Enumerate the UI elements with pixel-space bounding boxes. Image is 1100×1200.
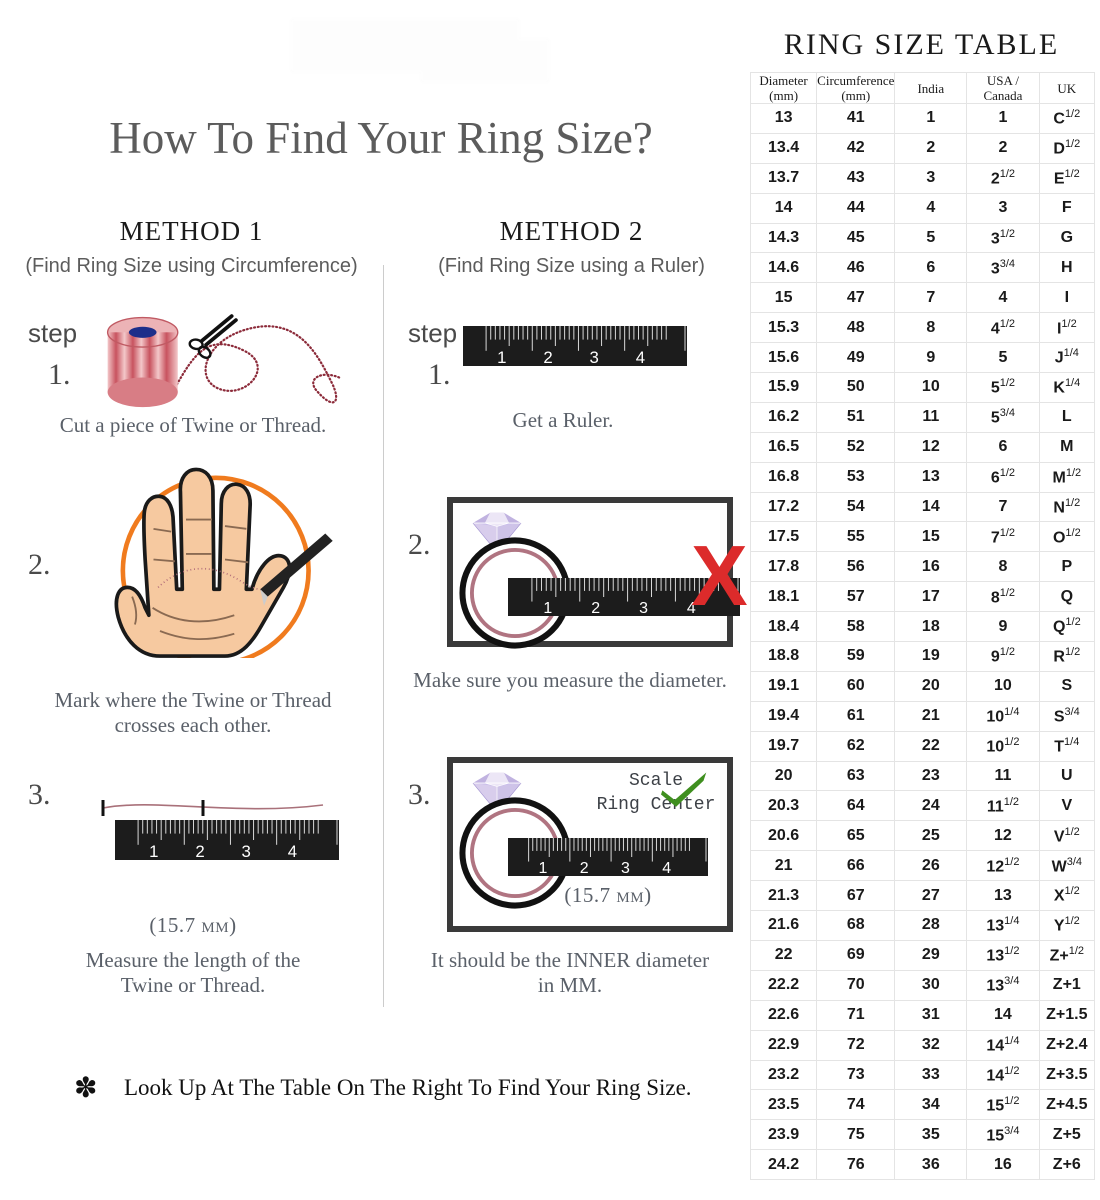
svg-text:X: X <box>691 529 748 624</box>
svg-text:3: 3 <box>242 842 251 860</box>
svg-text:4: 4 <box>636 348 645 366</box>
svg-text:4: 4 <box>662 860 671 876</box>
svg-text:2: 2 <box>195 842 204 860</box>
svg-text:1: 1 <box>543 600 552 616</box>
svg-text:1: 1 <box>149 842 158 860</box>
svg-text:4: 4 <box>288 842 297 860</box>
svg-text:2: 2 <box>591 600 600 616</box>
svg-text:1: 1 <box>539 860 548 876</box>
svg-text:2: 2 <box>580 860 589 876</box>
svg-text:3: 3 <box>639 600 648 616</box>
svg-text:3: 3 <box>621 860 630 876</box>
svg-text:2: 2 <box>543 348 552 366</box>
svg-text:1: 1 <box>497 348 506 366</box>
svg-text:3: 3 <box>590 348 599 366</box>
